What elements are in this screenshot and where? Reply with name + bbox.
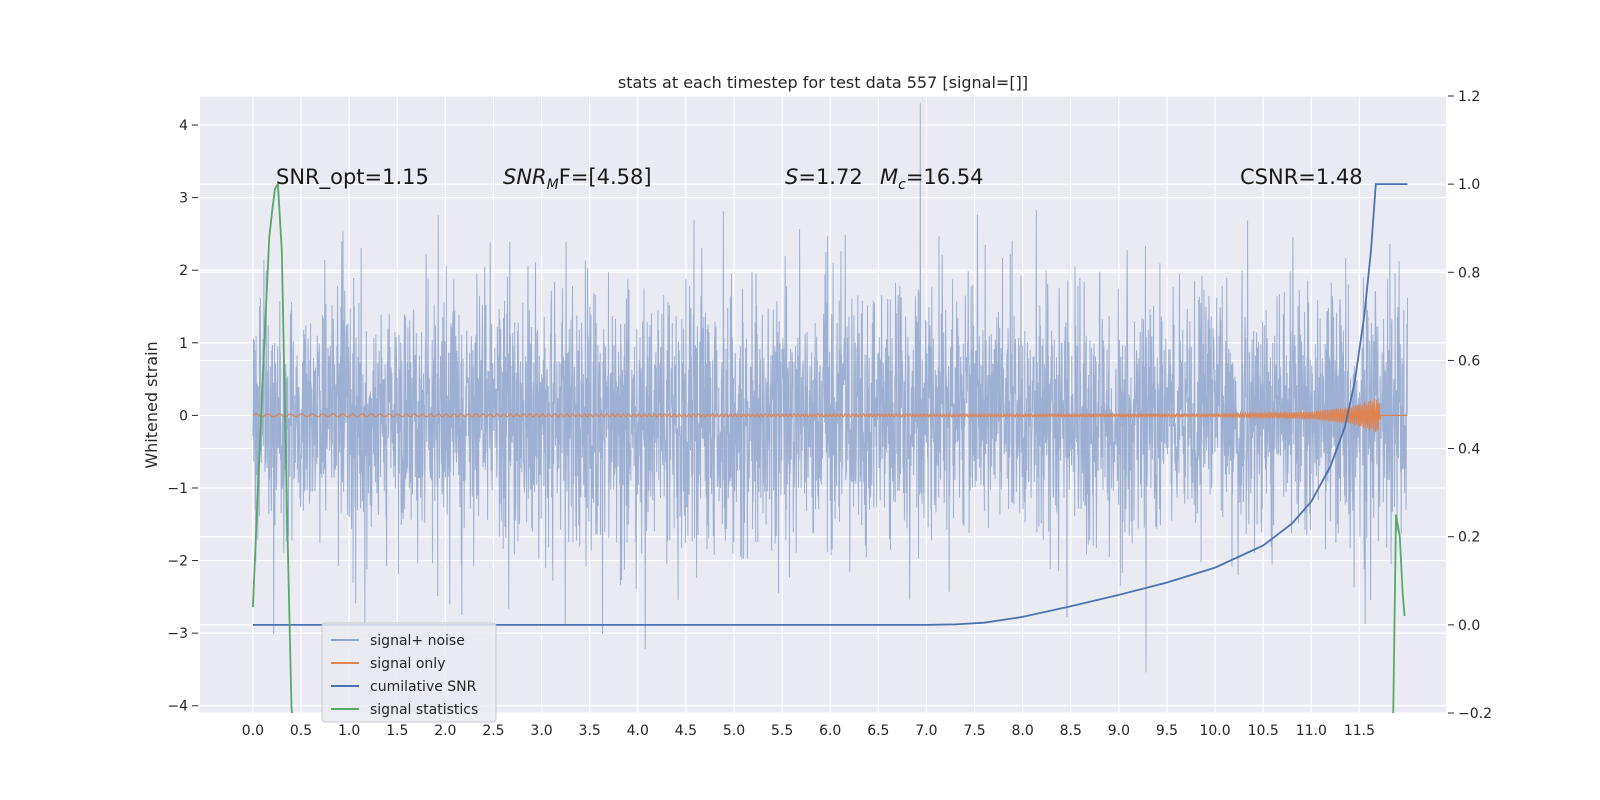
y2-tick-label: 0.2	[1458, 530, 1480, 546]
y-axis-label: Whitened strain	[142, 341, 161, 468]
legend-label-signal-noise: signal+ noise	[370, 633, 465, 649]
y-tick-label: −4	[167, 699, 188, 715]
x-tick-label: 0.0	[242, 723, 264, 739]
y-tick-label: 3	[179, 191, 188, 207]
annotation-s: S=1.72	[785, 165, 863, 189]
x-tick-label: 3.5	[579, 723, 601, 739]
series-signal-statistics	[252, 181, 1406, 713]
x-tick-label: 11.5	[1344, 723, 1375, 739]
annotation-mc: Mc=16.54	[880, 165, 984, 193]
legend-box	[321, 622, 497, 723]
y2-tick-label: 0.6	[1458, 353, 1480, 369]
annotation-snr-mf-symbol: SNR	[503, 165, 547, 189]
x-tick-label: 7.0	[915, 723, 937, 739]
x-tick-label: 1.0	[338, 723, 360, 739]
x-tick-label: 11.0	[1296, 723, 1327, 739]
x-tick-label: 0.5	[290, 723, 312, 739]
x-tick-label: 9.0	[1108, 723, 1130, 739]
annotation-snr-mf-value: F=[4.58]	[559, 165, 652, 189]
x-tick-label: 8.0	[1012, 723, 1034, 739]
y2-tick-label: 0.0	[1458, 618, 1480, 634]
legend-label-signal-statistics: signal statistics	[370, 702, 478, 718]
x-tick-label: 7.5	[963, 723, 985, 739]
legend-label-cumulative-snr: cumilative SNR	[370, 679, 477, 695]
annotation-s-value: =1.72	[798, 165, 862, 189]
y-tick-label: 4	[179, 118, 188, 134]
y-tick-label: −2	[167, 554, 188, 570]
y2-tick-label: 1.0	[1458, 177, 1480, 193]
x-tick-label: 6.5	[867, 723, 889, 739]
x-tick-label: 1.5	[386, 723, 408, 739]
annotation-csnr: CSNR=1.48	[1240, 165, 1363, 189]
series-signal-noise	[252, 103, 1408, 673]
x-tick-label: 5.0	[723, 723, 745, 739]
y-tick-label: 2	[179, 263, 188, 279]
series-signal-only	[252, 398, 1408, 433]
chart-title: stats at each timestep for test data 557…	[618, 73, 1028, 92]
annotation-mc-symbol: M	[880, 165, 898, 189]
x-tick-label: 4.0	[627, 723, 649, 739]
y-tick-label: −1	[167, 481, 188, 497]
annotation-mc-subscript: c	[898, 177, 906, 193]
x-tick-label: 5.5	[771, 723, 793, 739]
y-tick-label: 0	[179, 408, 188, 424]
y2-tick-label: 0.4	[1458, 442, 1480, 458]
annotation-snr-mf: SNRMF=[4.58]	[503, 165, 652, 193]
y2-tick-label: −0.2	[1458, 706, 1492, 722]
x-tick-label: 9.5	[1156, 723, 1178, 739]
axes-ticks: 0.0 0.5 1.0 1.5 2.0 2.5 3.0 3.5 4.0 4.5 5.0 5.5 6.0 6…	[167, 89, 1492, 739]
x-tick-label: 8.5	[1060, 723, 1082, 739]
y2-tick-label: 0.8	[1458, 265, 1480, 281]
x-tick-label: 4.5	[675, 723, 697, 739]
x-tick-label: 10.0	[1199, 723, 1230, 739]
annotation-snr-mf-subscript: M	[547, 177, 559, 193]
y2-tick-label: 1.2	[1458, 89, 1480, 105]
x-tick-label: 10.5	[1248, 723, 1279, 739]
y-tick-label: 1	[179, 336, 188, 352]
series-cumulative-snr	[252, 183, 1408, 626]
annotation-mc-value: =16.54	[906, 165, 984, 189]
series-layer	[252, 103, 1408, 713]
legend-label-signal-only: signal only	[370, 656, 445, 672]
x-tick-label: 6.0	[819, 723, 841, 739]
y-tick-label: −3	[167, 626, 188, 642]
annotation-snr-opt: SNR_opt=1.15	[276, 165, 429, 190]
legend: signal+ noise signal only cumilative SNR…	[321, 622, 497, 723]
x-tick-label: 3.0	[530, 723, 552, 739]
x-tick-label: 2.0	[434, 723, 456, 739]
annotation-s-symbol: S	[785, 165, 798, 189]
x-tick-label: 2.5	[482, 723, 504, 739]
